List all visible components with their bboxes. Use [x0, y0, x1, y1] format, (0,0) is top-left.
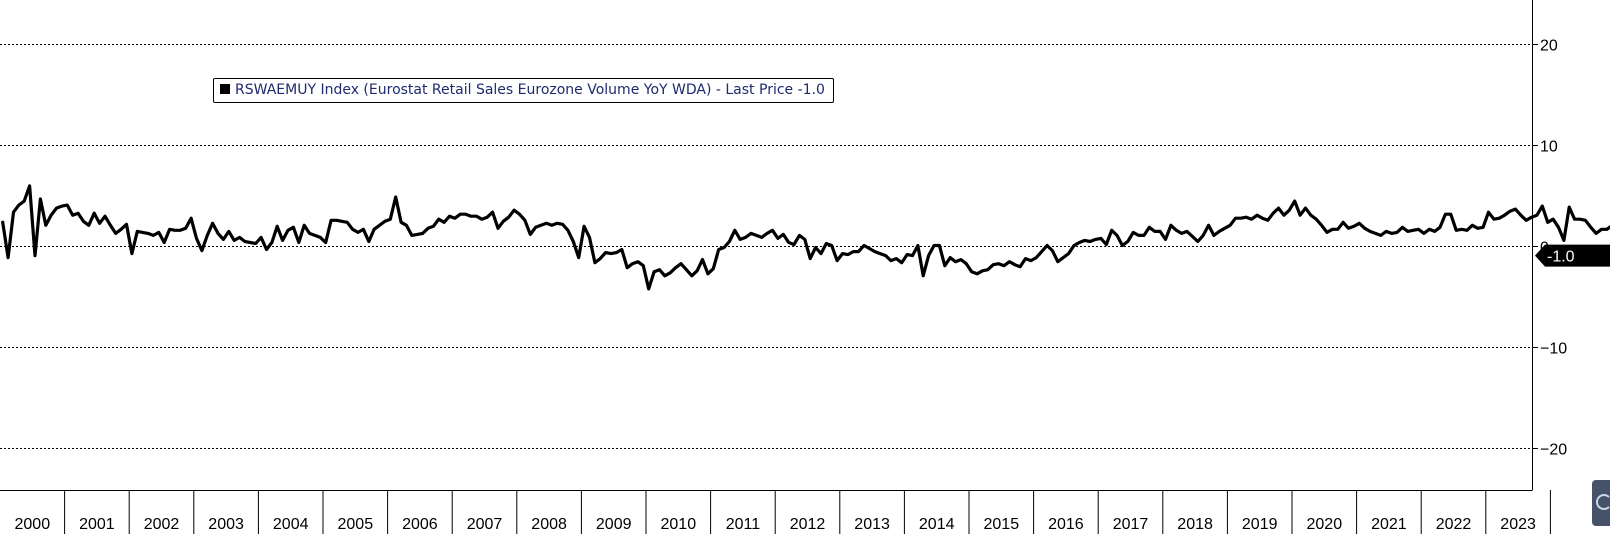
x-tick-label: 2021	[1371, 516, 1407, 533]
x-tick-label: 2007	[467, 516, 503, 533]
x-tick-label: 2001	[79, 516, 115, 533]
y-tick-label: −10	[1540, 341, 1567, 358]
x-tick-label: 2015	[984, 516, 1020, 533]
x-tick-label: 2005	[338, 516, 374, 533]
x-tick-label: 2023	[1500, 516, 1536, 533]
x-tick-label: 2010	[661, 516, 697, 533]
x-tick-label: 2000	[15, 516, 51, 533]
x-tick-label: 2019	[1242, 516, 1278, 533]
y-tick-label: 10	[1540, 139, 1558, 156]
y-tick-label: −20	[1540, 442, 1567, 459]
x-tick-label: 2016	[1048, 516, 1084, 533]
gridlines	[0, 44, 1532, 449]
bloomberg-corner-icon[interactable]	[1592, 480, 1610, 526]
last-price-tag: -1.0	[1535, 244, 1610, 267]
last-price-tag-shape	[1535, 244, 1610, 267]
x-tick-label: 2022	[1436, 516, 1472, 533]
x-tick-label: 2017	[1113, 516, 1149, 533]
legend-label: RSWAEMUY Index (Eurostat Retail Sales Eu…	[235, 82, 825, 98]
x-tick-label: 2008	[531, 516, 567, 533]
legend-swatch	[220, 84, 230, 94]
legend: RSWAEMUY Index (Eurostat Retail Sales Eu…	[213, 78, 834, 103]
x-tick-label: 2014	[919, 516, 955, 533]
x-tick-label: 2013	[854, 516, 890, 533]
x-axis-ticks: 2000 2001 2002 2003 2004 2005 2006 2007 2008 2009…	[15, 490, 1551, 534]
x-tick-label: 2018	[1177, 516, 1213, 533]
x-tick-label: 2011	[726, 516, 761, 533]
x-tick-label: 2009	[596, 516, 632, 533]
x-tick-label: 2002	[144, 516, 180, 533]
last-price-tag-label: -1.0	[1547, 249, 1575, 266]
x-tick-label: 2003	[208, 516, 244, 533]
x-tick-label: 2020	[1307, 516, 1343, 533]
x-tick-label: 2006	[402, 516, 438, 533]
x-tick-label: 2004	[273, 516, 309, 533]
y-tick-label: 20	[1540, 38, 1558, 55]
x-tick-label: 2012	[790, 516, 826, 533]
series-line-rswaemuy	[1, 184, 1610, 291]
